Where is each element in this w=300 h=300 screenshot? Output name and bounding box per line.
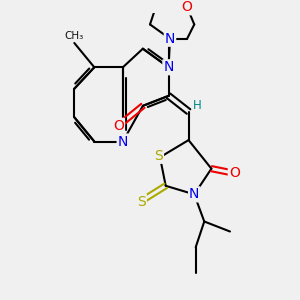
Text: CH₃: CH₃ — [65, 31, 84, 41]
Text: O: O — [113, 119, 124, 133]
Text: N: N — [189, 188, 200, 201]
Text: N: N — [165, 32, 175, 46]
Text: N: N — [164, 60, 174, 74]
Text: N: N — [118, 134, 128, 148]
Text: O: O — [182, 0, 193, 14]
Text: H: H — [193, 99, 202, 112]
Text: S: S — [137, 194, 146, 208]
Text: O: O — [229, 166, 240, 180]
Text: S: S — [154, 149, 163, 163]
